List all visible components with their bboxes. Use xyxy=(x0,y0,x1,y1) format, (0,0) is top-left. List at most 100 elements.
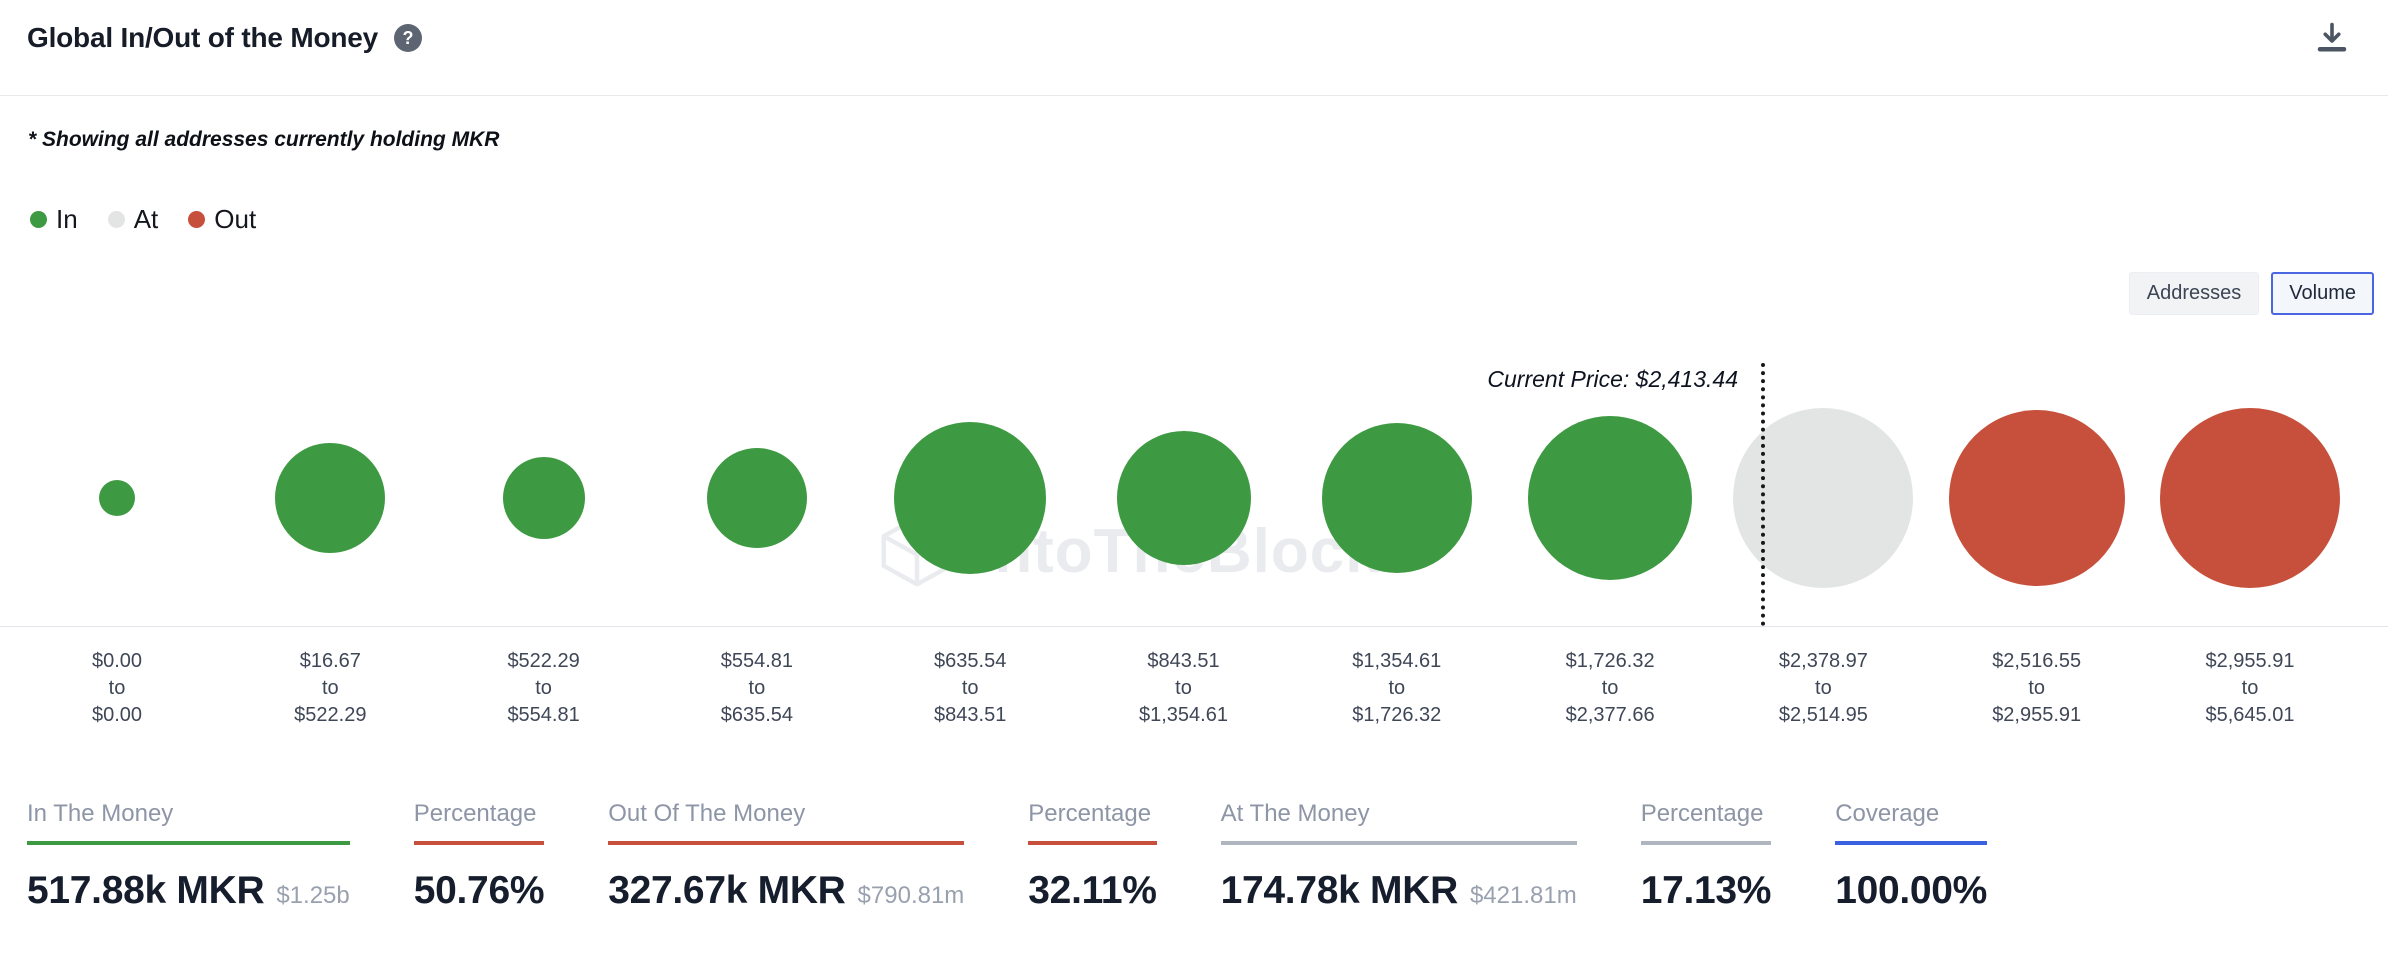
range-from: $2,378.97 xyxy=(1778,650,1868,672)
price-range-label: $554.81 to $635.54 xyxy=(647,648,867,729)
range-separator: to xyxy=(748,677,766,699)
stat-out-of-the-money-percentage: Percentage 32.11% xyxy=(1028,800,1157,913)
stat-label: Percentage xyxy=(1028,800,1157,845)
price-range-label: $635.54 to $843.51 xyxy=(860,648,1080,729)
stat-secondary-value: $421.81m xyxy=(1469,882,1577,909)
range-separator: to xyxy=(2241,677,2259,699)
stat-value-row: 174.78k MKR $421.81m xyxy=(1221,869,1577,913)
stat-value: 100.00% xyxy=(1835,869,1988,912)
range-from: $635.54 xyxy=(934,650,1007,672)
chart-subtitle: * Showing all addresses currently holdin… xyxy=(28,128,500,151)
stat-label: Percentage xyxy=(1640,800,1772,845)
legend-dot-at-icon xyxy=(107,211,125,228)
bubble-out[interactable] xyxy=(2160,408,2340,588)
stat-at-the-money: At The Money 174.78k MKR $421.81m xyxy=(1220,800,1577,913)
stat-label: At The Money xyxy=(1220,800,1577,845)
stat-value-row: 517.88k MKR $1.25b xyxy=(27,869,350,913)
legend-item-in: In xyxy=(30,204,78,235)
range-separator: to xyxy=(1388,677,1406,699)
stat-secondary-value: $1.25b xyxy=(276,882,350,909)
price-range-label: $1,354.61 to $1,726.32 xyxy=(1287,648,1507,729)
bubble-out[interactable] xyxy=(1948,410,2125,586)
range-from: $1,726.32 xyxy=(1565,650,1655,672)
range-from: $554.81 xyxy=(720,650,794,672)
stat-value-row: 17.13% xyxy=(1640,869,1772,913)
range-to: $1,726.32 xyxy=(1352,704,1442,726)
range-separator: to xyxy=(1815,677,1832,699)
range-to: $635.54 xyxy=(720,704,794,726)
range-from: $1,354.61 xyxy=(1352,650,1442,672)
range-separator: to xyxy=(1175,677,1192,699)
stat-value-row: 327.67k MKR $790.81m xyxy=(608,869,964,913)
stat-value-row: 32.11% xyxy=(1028,869,1157,913)
range-to: $2,955.91 xyxy=(1992,704,2082,726)
stats-row: In The Money 517.88k MKR $1.25b Percentage 5… xyxy=(27,800,1987,913)
price-range-label: $522.29 to $554.81 xyxy=(434,648,654,729)
range-separator: to xyxy=(961,677,979,699)
current-price-label: Current Price: $2,413.44 xyxy=(1487,366,1738,392)
range-from: $843.51 xyxy=(1147,650,1220,672)
view-toggle-volume[interactable]: Volume xyxy=(2271,272,2374,315)
bubble-in[interactable] xyxy=(502,457,585,539)
range-from: $0.00 xyxy=(91,650,143,672)
range-from: $16.67 xyxy=(299,650,361,672)
price-range-label: $2,516.55 to $2,955.91 xyxy=(1927,648,2147,729)
stat-secondary-value: $790.81m xyxy=(857,882,965,909)
widget-header: Global In/Out of the Money ? xyxy=(27,22,423,54)
range-to: $5,645.01 xyxy=(2205,704,2295,726)
widget-title: Global In/Out of the Money xyxy=(27,22,379,53)
price-range-label: $0.00 to $0.00 xyxy=(7,648,227,729)
range-separator: to xyxy=(108,677,126,699)
view-toggle: Addresses Volume xyxy=(2128,272,2374,315)
header-divider xyxy=(0,95,2388,96)
stat-value: 174.78k MKR xyxy=(1220,869,1459,912)
bubble-in[interactable] xyxy=(275,443,386,553)
bubble-in[interactable] xyxy=(894,422,1047,574)
stat-value: 50.76% xyxy=(413,869,545,912)
price-range-label: $843.51 to $1,354.61 xyxy=(1074,648,1294,729)
range-separator: to xyxy=(1601,677,1619,699)
legend-label: Out xyxy=(214,204,257,234)
price-range-label: $2,955.91 to $5,645.01 xyxy=(2140,648,2360,729)
stat-label: Out Of The Money xyxy=(608,800,965,845)
bubble-in[interactable] xyxy=(99,480,135,516)
range-separator: to xyxy=(535,677,552,699)
stat-value: 17.13% xyxy=(1640,869,1772,912)
stat-in-the-money-percentage: Percentage 50.76% xyxy=(413,800,545,913)
stat-value-row: 100.00% xyxy=(1835,869,1987,913)
stat-at-the-money-percentage: Percentage 17.13% xyxy=(1640,800,1772,913)
range-from: $2,516.55 xyxy=(1992,650,2082,672)
range-to: $2,514.95 xyxy=(1778,704,1868,726)
stat-label: Coverage xyxy=(1835,800,1988,845)
bubble-in[interactable] xyxy=(706,448,807,548)
stat-coverage: Coverage 100.00% xyxy=(1835,800,1987,913)
stat-label: Percentage xyxy=(413,800,545,845)
range-separator: to xyxy=(321,677,339,699)
legend-dot-in-icon xyxy=(30,211,47,228)
legend-item-out: Out xyxy=(188,204,256,235)
stat-value: 32.11% xyxy=(1028,869,1157,912)
price-range-label: $2,378.97 to $2,514.95 xyxy=(1713,648,1933,729)
legend-item-at: At xyxy=(107,204,158,235)
range-separator: to xyxy=(2028,677,2046,699)
range-to: $1,354.61 xyxy=(1139,704,1228,726)
current-price-line xyxy=(1761,363,1765,626)
bubble-in[interactable] xyxy=(1528,416,1693,580)
view-toggle-addresses[interactable]: Addresses xyxy=(2128,272,2260,315)
price-range-label: $1,726.32 to $2,377.66 xyxy=(1500,648,1720,729)
legend: In At Out xyxy=(30,204,256,235)
range-to: $522.29 xyxy=(294,704,367,726)
bubble-in[interactable] xyxy=(1321,423,1472,573)
stat-value: 327.67k MKR xyxy=(608,869,846,912)
download-button[interactable] xyxy=(2314,20,2350,56)
price-range-label: $16.67 to $522.29 xyxy=(220,648,440,729)
legend-label: In xyxy=(56,204,78,234)
help-icon[interactable]: ? xyxy=(394,24,423,52)
legend-dot-out-icon xyxy=(188,211,206,228)
range-to: $0.00 xyxy=(91,704,143,726)
range-from: $2,955.91 xyxy=(2205,650,2295,672)
stat-value-row: 50.76% xyxy=(413,869,545,913)
bubble-in[interactable] xyxy=(1116,431,1251,565)
